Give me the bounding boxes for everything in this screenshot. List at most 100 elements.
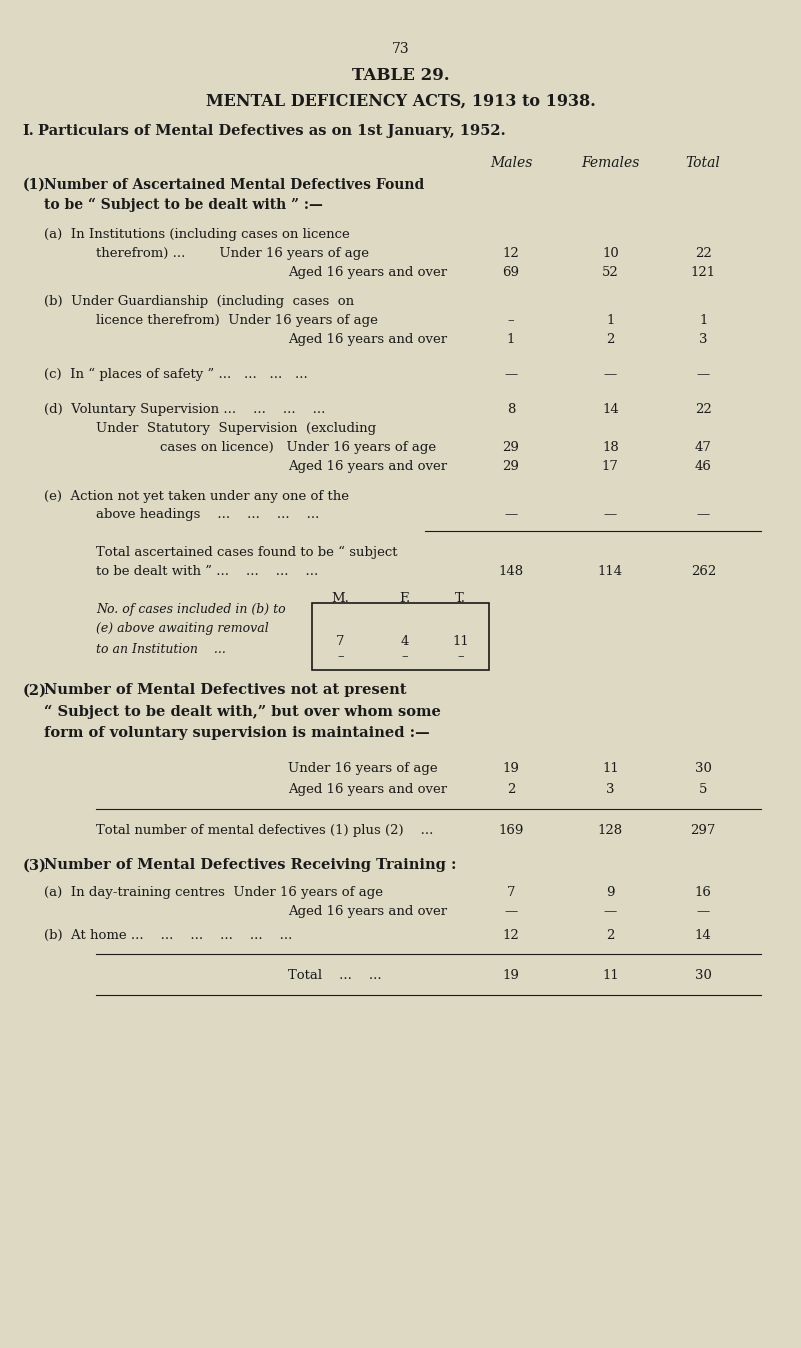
- Text: Under 16 years of age: Under 16 years of age: [288, 762, 438, 775]
- Text: –: –: [401, 650, 408, 663]
- Text: (b)  At home ...    ...    ...    ...    ...    ...: (b) At home ... ... ... ... ... ...: [44, 929, 292, 942]
- Text: Tᴏtal ascertained cases found to be “ subject: Tᴏtal ascertained cases found to be “ su…: [96, 546, 397, 559]
- Text: 148: 148: [498, 565, 524, 578]
- Text: Tᴏtal number of mental defectives (1) plus (2)    ...: Tᴏtal number of mental defectives (1) pl…: [96, 824, 433, 837]
- Text: (a)  In day-training centres  Under 16 years of age: (a) In day-training centres Under 16 yea…: [44, 886, 383, 899]
- Text: 29: 29: [502, 460, 520, 473]
- Text: —: —: [604, 905, 617, 918]
- Text: Females: Females: [582, 156, 639, 170]
- Text: 114: 114: [598, 565, 623, 578]
- Text: Under  Statutory  Supervision  (excluding: Under Statutory Supervision (excluding: [96, 422, 376, 435]
- Text: 11: 11: [602, 969, 618, 983]
- Text: T.: T.: [455, 592, 466, 605]
- Text: 169: 169: [498, 824, 524, 837]
- Text: 18: 18: [602, 441, 618, 454]
- Text: 22: 22: [695, 247, 711, 260]
- Text: 19: 19: [502, 762, 520, 775]
- Text: 12: 12: [503, 929, 519, 942]
- Text: 12: 12: [503, 247, 519, 260]
- Text: therefrom) ...        Under 16 years of age: therefrom) ... Under 16 years of age: [96, 247, 369, 260]
- Text: –: –: [457, 650, 464, 663]
- Text: 7: 7: [507, 886, 515, 899]
- Text: —: —: [505, 508, 517, 522]
- Text: —: —: [697, 368, 710, 381]
- Text: above headings    ...    ...    ...    ...: above headings ... ... ... ...: [96, 508, 320, 522]
- Text: Aged 16 years and over: Aged 16 years and over: [288, 266, 448, 279]
- Text: (e) above awaiting removal: (e) above awaiting removal: [96, 621, 269, 635]
- Text: 10: 10: [602, 247, 618, 260]
- Text: (e)  Action not yet taken under any one of the: (e) Action not yet taken under any one o…: [44, 489, 349, 503]
- Text: Number of Mental Defectives not at present: Number of Mental Defectives not at prese…: [44, 683, 407, 697]
- Text: 29: 29: [502, 441, 520, 454]
- Text: 5: 5: [699, 783, 707, 797]
- Text: 1: 1: [606, 314, 614, 328]
- Text: form of voluntary supervision is maintained :—: form of voluntary supervision is maintai…: [44, 727, 429, 740]
- Text: (2): (2): [22, 683, 46, 697]
- Text: F.: F.: [399, 592, 410, 605]
- Text: 17: 17: [602, 460, 619, 473]
- Text: Number of Ascertained Mental Defectives Found: Number of Ascertained Mental Defectives …: [44, 178, 425, 191]
- Text: —: —: [505, 368, 517, 381]
- Text: (3): (3): [22, 859, 46, 872]
- Text: 46: 46: [694, 460, 712, 473]
- Text: 2: 2: [606, 333, 614, 346]
- Text: Particulars of Mental Defectives as on 1st January, 1952.: Particulars of Mental Defectives as on 1…: [38, 124, 506, 137]
- Text: “ Subject to be dealt with,” but over whom some: “ Subject to be dealt with,” but over wh…: [44, 705, 441, 718]
- Text: 73: 73: [392, 42, 409, 55]
- Text: —: —: [697, 905, 710, 918]
- Text: 69: 69: [502, 266, 520, 279]
- Text: M.: M.: [332, 592, 349, 605]
- Text: cases on licence)   Under 16 years of age: cases on licence) Under 16 years of age: [160, 441, 437, 454]
- Text: MENTAL DEFICIENCY ACTS, 1913 to 1938.: MENTAL DEFICIENCY ACTS, 1913 to 1938.: [206, 93, 595, 109]
- Text: (d)  Voluntary Supervision ...    ...    ...    ...: (d) Voluntary Supervision ... ... ... ..…: [44, 403, 325, 417]
- Text: —: —: [604, 508, 617, 522]
- Text: Total: Total: [686, 156, 721, 170]
- Text: I.: I.: [22, 124, 34, 137]
- Text: 2: 2: [606, 929, 614, 942]
- Text: (b)  Under Guardianship  (including  cases  on: (b) Under Guardianship (including cases …: [44, 295, 354, 309]
- Text: licence therefrom)  Under 16 years of age: licence therefrom) Under 16 years of age: [96, 314, 378, 328]
- Text: 7: 7: [336, 635, 344, 648]
- Text: No. of cases included in (b) to: No. of cases included in (b) to: [96, 603, 286, 616]
- Text: (a)  In Institutions (including cases on licence: (a) In Institutions (including cases on …: [44, 228, 350, 241]
- Text: 3: 3: [699, 333, 707, 346]
- Text: 30: 30: [694, 762, 712, 775]
- Text: Tᴏtal    ...    ...: Tᴏtal ... ...: [288, 969, 382, 983]
- Text: 16: 16: [694, 886, 712, 899]
- Text: –: –: [508, 314, 514, 328]
- Text: 19: 19: [502, 969, 520, 983]
- Text: Aged 16 years and over: Aged 16 years and over: [288, 905, 448, 918]
- Text: to be “ Subject to be dealt with ” :—: to be “ Subject to be dealt with ” :—: [44, 198, 323, 212]
- Text: —: —: [505, 905, 517, 918]
- Text: 1: 1: [699, 314, 707, 328]
- Text: 14: 14: [695, 929, 711, 942]
- Text: 297: 297: [690, 824, 716, 837]
- Text: Aged 16 years and over: Aged 16 years and over: [288, 333, 448, 346]
- Text: 22: 22: [695, 403, 711, 417]
- Text: (1): (1): [22, 178, 46, 191]
- Text: 2: 2: [507, 783, 515, 797]
- Text: 11: 11: [453, 635, 469, 648]
- Text: 47: 47: [694, 441, 712, 454]
- Text: 9: 9: [606, 886, 614, 899]
- Text: 128: 128: [598, 824, 623, 837]
- Text: (c)  In “ places of safety ” ...   ...   ...   ...: (c) In “ places of safety ” ... ... ... …: [44, 368, 308, 381]
- Text: 4: 4: [400, 635, 409, 648]
- Text: 121: 121: [690, 266, 716, 279]
- Text: Males: Males: [490, 156, 532, 170]
- Text: to an Institution    ...: to an Institution ...: [96, 643, 226, 656]
- Text: to be dealt with ” ...    ...    ...    ...: to be dealt with ” ... ... ... ...: [96, 565, 318, 578]
- Text: 52: 52: [602, 266, 618, 279]
- Text: 262: 262: [690, 565, 716, 578]
- Text: 3: 3: [606, 783, 614, 797]
- Text: 11: 11: [602, 762, 618, 775]
- Text: Number of Mental Defectives Receiving Training :: Number of Mental Defectives Receiving Tr…: [44, 859, 457, 872]
- Text: 8: 8: [507, 403, 515, 417]
- Text: Aged 16 years and over: Aged 16 years and over: [288, 460, 448, 473]
- Text: 14: 14: [602, 403, 618, 417]
- Text: –: –: [337, 650, 344, 663]
- Text: —: —: [604, 368, 617, 381]
- Text: TABLE 29.: TABLE 29.: [352, 67, 449, 84]
- Text: 1: 1: [507, 333, 515, 346]
- Text: Aged 16 years and over: Aged 16 years and over: [288, 783, 448, 797]
